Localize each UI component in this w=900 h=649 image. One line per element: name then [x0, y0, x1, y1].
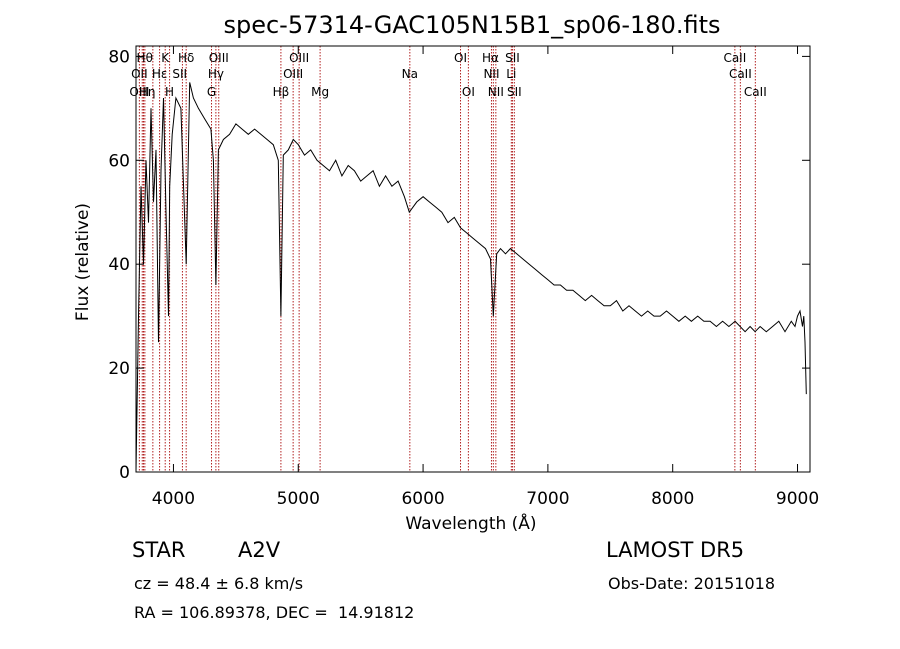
marker-label: Hβ: [273, 85, 290, 99]
chart-title: spec-57314-GAC105N15B1_sp06-180.fits: [223, 11, 720, 39]
marker-label: OII: [131, 67, 148, 81]
marker-label: K: [161, 51, 170, 65]
line-markers: [138, 46, 756, 472]
marker-label: NII: [488, 85, 504, 99]
x-tick-label: 4000: [152, 489, 195, 509]
x-axis-label: Wavelength (Å): [405, 512, 536, 534]
y-axis-label: Flux (relative): [73, 203, 93, 321]
x-axis-ticks: 4000 5000 6000 7000 8000 9000: [152, 46, 819, 509]
spectrum-line: [135, 82, 807, 473]
marker-label: SII: [505, 51, 520, 65]
marker-label: Li: [506, 67, 516, 81]
object-class: STAR: [132, 538, 186, 562]
marker-label: OI: [462, 85, 475, 99]
marker-label: OIII: [289, 51, 309, 65]
line-marker-labels: Hθ K Hδ OIII OIII OI Hα SII CaII OII Hε SII Hγ OIII Na…: [129, 51, 766, 99]
x-tick-label: 6000: [401, 489, 444, 509]
x-tick-label: 7000: [526, 489, 569, 509]
marker-label: NII: [483, 67, 499, 81]
plot-frame: [135, 45, 811, 473]
marker-label: Hε: [152, 67, 168, 81]
ra-dec: RA = 106.89378, DEC = 14.91812: [134, 603, 415, 622]
x-tick-label: 9000: [776, 489, 819, 509]
object-subclass: A2V: [238, 538, 281, 562]
marker-label: Na: [402, 67, 418, 81]
y-axis-ticks: 0 20 40 60 80: [108, 47, 810, 483]
marker-label: Hα: [482, 51, 499, 65]
x-tick-label: 5000: [277, 489, 320, 509]
marker-label: Hη: [139, 85, 156, 99]
y-tick-label: 40: [108, 255, 130, 275]
y-tick-label: 80: [108, 47, 130, 67]
marker-label: CaII: [723, 51, 746, 65]
survey-name: LAMOST DR5: [606, 538, 745, 562]
y-tick-label: 0: [119, 463, 130, 483]
observation-date: Obs-Date: 20151018: [608, 574, 776, 593]
y-tick-label: 20: [108, 359, 130, 379]
marker-label: OIII: [283, 67, 303, 81]
marker-label: SII: [507, 85, 522, 99]
marker-label: G: [207, 85, 216, 99]
marker-label: Hδ: [178, 51, 194, 65]
marker-label: Hθ: [137, 51, 153, 65]
marker-label: OIII: [209, 51, 229, 65]
marker-label: CaII: [729, 67, 752, 81]
marker-label: CaII: [744, 85, 767, 99]
marker-label: OI: [454, 51, 467, 65]
marker-label: H: [165, 85, 174, 99]
marker-label: Hγ: [208, 67, 224, 81]
marker-label: OIII: [129, 85, 149, 99]
x-tick-label: 8000: [651, 489, 694, 509]
marker-label: Mg: [311, 85, 329, 99]
redshift-cz: cz = 48.4 ± 6.8 km/s: [134, 574, 304, 593]
y-tick-label: 60: [108, 151, 130, 171]
marker-label: SII: [172, 67, 187, 81]
